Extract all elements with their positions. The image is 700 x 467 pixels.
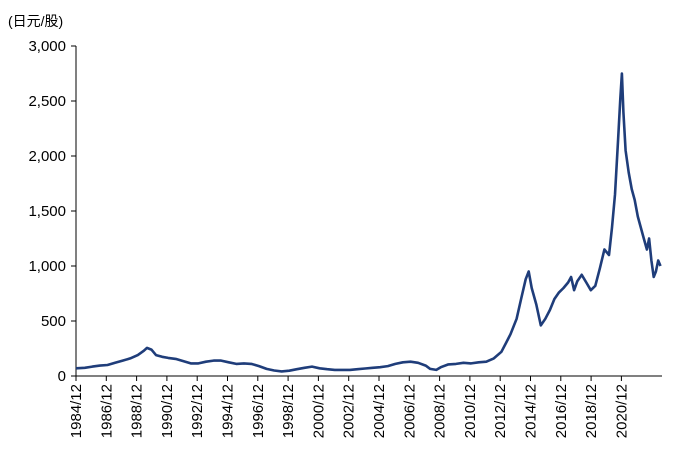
x-axis: 1984/12 1986/12 1988/12 1990/12 1992/12 1994/… xyxy=(68,375,662,438)
y-unit-label: (日元/股) xyxy=(8,13,63,29)
x-tick-label: 1986/12 xyxy=(98,384,115,438)
x-tick-label: 1998/12 xyxy=(280,384,297,438)
y-tick-label: 500 xyxy=(41,313,66,330)
x-tick-label: 2010/12 xyxy=(462,384,479,438)
x-tick-label: 2002/12 xyxy=(341,384,358,438)
x-tick-label: 2014/12 xyxy=(522,384,539,438)
x-tick-label: 2006/12 xyxy=(401,384,418,438)
x-tick-label: 1994/12 xyxy=(219,384,236,438)
series-line xyxy=(75,72,662,373)
x-tick-label: 1984/12 xyxy=(68,384,85,438)
y-tick-label: 2,500 xyxy=(28,93,66,110)
y-tick-label: 1,500 xyxy=(28,203,66,220)
y-axis: 0 500 1,000 1,500 2,000 2,500 3,000 xyxy=(28,38,77,385)
x-tick-label: 2012/12 xyxy=(492,384,509,438)
x-tick-label: 2016/12 xyxy=(553,384,570,438)
x-tick-label: 2018/12 xyxy=(583,384,600,438)
x-tick-label: 1992/12 xyxy=(189,384,206,438)
x-tick-label: 2000/12 xyxy=(310,384,327,438)
y-tick-label: 2,000 xyxy=(28,148,66,165)
x-tick-label: 2020/12 xyxy=(613,384,630,438)
x-tick-label: 1996/12 xyxy=(250,384,267,438)
x-tick-label: 1990/12 xyxy=(159,384,176,438)
y-tick-label: 3,000 xyxy=(28,38,66,55)
x-tick-label: 1988/12 xyxy=(129,384,146,438)
x-tick-label: 2008/12 xyxy=(432,384,449,438)
x-tick-label: 2004/12 xyxy=(371,384,388,438)
series-layer xyxy=(75,72,662,373)
y-tick-label: 0 xyxy=(58,368,66,385)
y-tick-label: 1,000 xyxy=(28,258,66,275)
